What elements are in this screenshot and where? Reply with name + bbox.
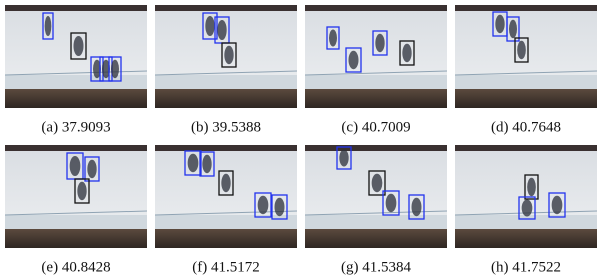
figure: (a) 37.9093 (b) 39.5388 (c) 40.7009 (d) 40.… xyxy=(0,0,597,275)
panel xyxy=(5,5,147,108)
stands-top xyxy=(155,5,297,11)
boards xyxy=(155,215,297,229)
crowd xyxy=(455,229,597,248)
caption: (g) 41.5384 xyxy=(341,259,411,275)
boards xyxy=(305,215,447,229)
caption: (f) 41.5172 xyxy=(192,259,260,275)
player xyxy=(275,198,285,216)
player xyxy=(375,34,384,52)
player xyxy=(217,20,226,40)
boards xyxy=(5,215,147,229)
panel xyxy=(455,145,597,248)
crowd xyxy=(5,89,147,108)
player xyxy=(552,196,563,214)
boards xyxy=(155,75,297,89)
crowd xyxy=(155,89,297,108)
caption: (c) 40.7009 xyxy=(341,119,410,135)
player xyxy=(372,174,383,192)
crowd xyxy=(305,229,447,248)
player xyxy=(87,160,96,178)
player xyxy=(349,51,359,69)
boards xyxy=(305,75,447,89)
player xyxy=(509,20,517,38)
stands-top xyxy=(455,145,597,151)
stands-top xyxy=(155,145,297,151)
player xyxy=(188,154,199,172)
player xyxy=(202,155,211,173)
stands-top xyxy=(305,145,447,151)
player xyxy=(205,16,214,36)
panel xyxy=(455,5,597,108)
panel xyxy=(5,145,147,248)
player xyxy=(70,156,81,176)
player xyxy=(339,150,348,167)
player xyxy=(329,30,337,47)
caption: (d) 40.7648 xyxy=(491,119,561,135)
player xyxy=(77,182,86,200)
crowd xyxy=(455,89,597,108)
boards xyxy=(455,75,597,89)
player xyxy=(495,15,504,33)
player xyxy=(386,194,397,212)
player xyxy=(517,41,526,59)
player xyxy=(221,174,230,192)
player xyxy=(224,46,233,64)
crowd xyxy=(5,229,147,248)
stands-top xyxy=(5,5,147,11)
stands-top xyxy=(305,5,447,11)
panel xyxy=(155,145,297,248)
player xyxy=(74,36,84,56)
caption: (b) 39.5388 xyxy=(191,119,261,135)
boards xyxy=(5,75,147,89)
player xyxy=(45,16,52,36)
player xyxy=(402,44,411,62)
player xyxy=(111,60,119,78)
caption: (a) 37.9093 xyxy=(41,119,110,135)
boards xyxy=(455,215,597,229)
crowd xyxy=(155,229,297,248)
player xyxy=(258,196,269,214)
caption: (h) 41.7522 xyxy=(491,259,561,275)
stands-top xyxy=(455,5,597,11)
stands-top xyxy=(5,145,147,151)
player xyxy=(527,178,536,196)
panel xyxy=(305,145,447,248)
crowd xyxy=(305,89,447,108)
panel xyxy=(305,5,447,108)
panel xyxy=(155,5,297,108)
caption: (e) 40.8428 xyxy=(41,259,110,275)
player xyxy=(412,198,422,216)
player xyxy=(522,200,533,217)
